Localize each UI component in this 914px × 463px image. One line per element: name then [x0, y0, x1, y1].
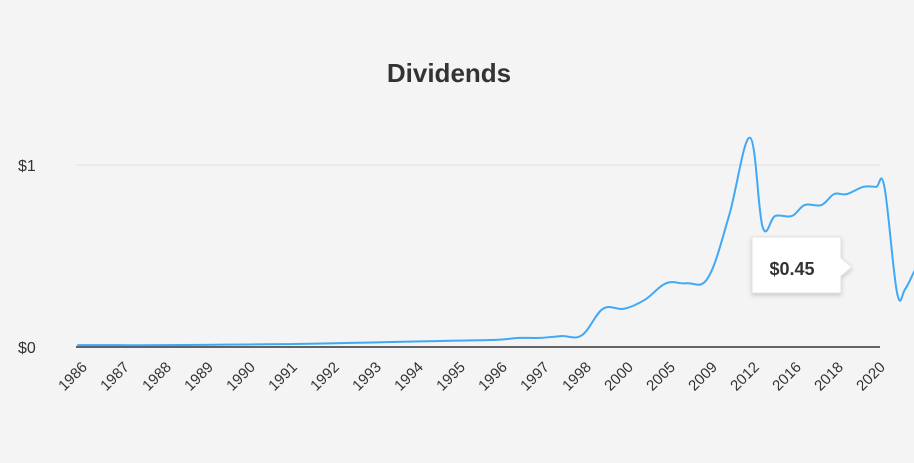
- x-tick-label: 1997: [517, 359, 553, 395]
- series-layer: [77, 136, 914, 347]
- x-tick-label: 2009: [685, 359, 721, 395]
- x-tick-label: 1987: [97, 359, 133, 395]
- x-tick-label: 1992: [307, 359, 343, 395]
- dividend-series-line: [77, 136, 914, 347]
- chart-title: Dividends: [387, 58, 511, 88]
- x-axis-ticks: 1986 1987 1988 1989 1990 1991 1992 1993 1994 1995…: [55, 359, 889, 395]
- tooltip-box: [751, 236, 853, 294]
- tooltip: $0.45: [751, 236, 853, 294]
- grid: [76, 164, 880, 348]
- tooltip-value: $0.45: [769, 259, 814, 279]
- x-tick-label: 2016: [769, 359, 805, 395]
- x-tick-label: 1993: [349, 359, 385, 395]
- x-tick-label: 1994: [391, 359, 427, 395]
- x-tick-label: 2005: [643, 359, 679, 395]
- y-axis-ticks: $0 $1: [18, 158, 36, 357]
- x-tick-label: 1996: [475, 359, 511, 395]
- x-tick-label: 1989: [181, 359, 217, 395]
- x-tick-label: 1986: [55, 359, 91, 395]
- x-tick-label: 1998: [559, 359, 595, 395]
- x-tick-label: 2020: [853, 359, 889, 395]
- x-tick-label: 1995: [433, 359, 469, 395]
- x-tick-label: 2000: [601, 359, 637, 395]
- x-tick-label: 2012: [727, 359, 763, 395]
- x-tick-label: 2018: [811, 359, 847, 395]
- y-tick-label: $0: [18, 340, 36, 357]
- y-tick-label: $1: [18, 158, 36, 175]
- x-tick-label: 1988: [139, 359, 175, 395]
- x-tick-label: 1991: [265, 359, 301, 395]
- x-tick-label: 1990: [223, 359, 259, 395]
